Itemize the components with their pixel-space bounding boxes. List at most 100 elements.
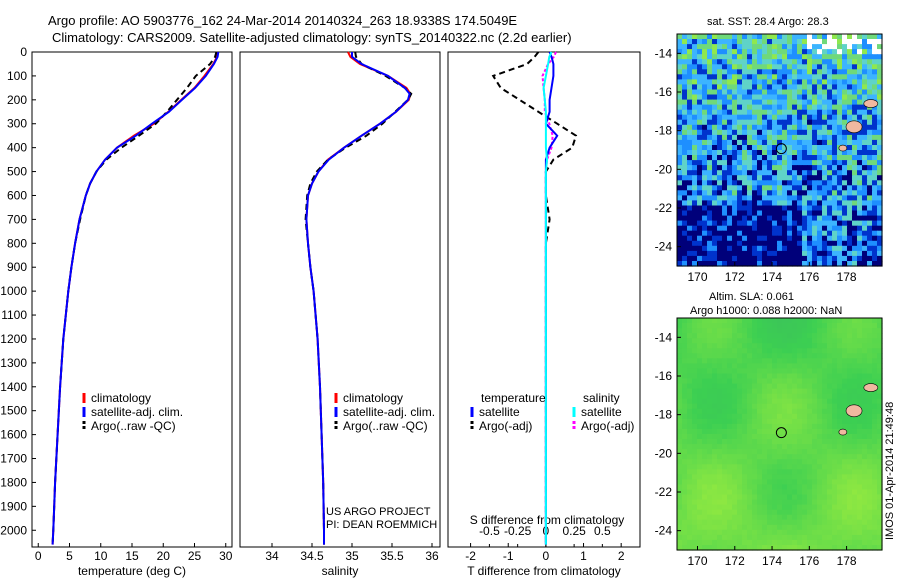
map-cell <box>822 318 828 324</box>
map-cell <box>852 175 858 181</box>
map-cell <box>852 210 858 217</box>
map-cell <box>802 261 808 267</box>
map-cell <box>812 124 818 131</box>
sst-map-title: sat. SST: 28.4 Argo: 28.3 <box>707 16 829 28</box>
map-cell <box>797 479 803 485</box>
map-cell <box>857 165 863 171</box>
map-cell <box>742 383 748 390</box>
map-cell <box>742 519 748 526</box>
map-cell <box>852 318 858 324</box>
map-cell <box>712 235 718 242</box>
map-cell <box>842 99 848 106</box>
map-cell <box>742 230 748 237</box>
map-cell <box>697 124 703 131</box>
map-cell <box>812 534 818 541</box>
y-tick-label: -20 <box>655 162 673 176</box>
map-cell <box>697 368 703 374</box>
map-cell <box>677 423 683 430</box>
map-cell <box>752 328 758 334</box>
map-cell <box>752 323 758 329</box>
map-cell <box>742 318 748 324</box>
map-cell <box>752 539 758 546</box>
map-cell <box>772 413 778 420</box>
map-cell <box>732 358 738 364</box>
map-cell <box>742 449 748 455</box>
map-cell <box>737 383 743 390</box>
map-cell <box>827 104 833 111</box>
map-cell <box>832 494 838 501</box>
map-cell <box>817 464 823 470</box>
map-cell <box>752 383 758 390</box>
map-cell <box>717 388 723 395</box>
map-cell <box>762 499 768 506</box>
map-cell <box>797 358 803 364</box>
map-cell <box>857 519 863 526</box>
map-cell <box>717 545 723 551</box>
map-cell <box>812 529 818 536</box>
map-cell <box>747 104 753 111</box>
map-cell <box>687 529 693 536</box>
map-cell <box>692 408 698 415</box>
map-cell <box>872 539 878 546</box>
map-cell <box>842 250 848 257</box>
map-cell <box>687 494 693 501</box>
map-cell <box>702 119 708 126</box>
map-cell <box>827 64 833 70</box>
map-cell <box>792 408 798 415</box>
map-cell <box>777 34 783 40</box>
map-cell <box>797 363 803 369</box>
map-cell <box>877 373 883 380</box>
map-cell <box>822 489 828 496</box>
map-cell <box>732 235 738 242</box>
map-cell <box>707 39 713 45</box>
map-cell <box>692 398 698 405</box>
map-cell <box>797 240 803 247</box>
map-cell <box>677 69 683 75</box>
map-cell <box>787 69 793 75</box>
map-cell <box>837 464 843 470</box>
map-cell <box>842 225 848 232</box>
map-cell <box>812 368 818 374</box>
map-cell <box>852 353 858 359</box>
map-cell <box>762 119 768 126</box>
map-cell <box>812 393 818 400</box>
map-cell <box>692 165 698 171</box>
map-cell <box>872 59 878 65</box>
map-cell <box>817 499 823 506</box>
map-cell <box>862 175 868 181</box>
map-cell <box>687 89 693 96</box>
map-cell <box>722 109 728 116</box>
map-cell <box>707 160 713 166</box>
title-line-1: Argo profile: AO 5903776_162 24-Mar-2014… <box>48 13 518 28</box>
map-cell <box>702 509 708 516</box>
map-cell <box>852 160 858 166</box>
map-cell <box>797 373 803 380</box>
map-cell <box>757 134 763 141</box>
map-cell <box>687 423 693 430</box>
map-cell <box>857 64 863 70</box>
map-cell <box>797 225 803 232</box>
map-cell <box>727 403 733 410</box>
map-cell <box>682 429 688 435</box>
map-cell <box>762 200 768 206</box>
map-cell <box>777 398 783 405</box>
map-cell <box>727 64 733 70</box>
map-cell <box>722 439 728 445</box>
map-cell <box>742 34 748 40</box>
map-cell <box>802 363 808 369</box>
map-cell <box>812 413 818 420</box>
map-cell <box>872 328 878 334</box>
map-cell <box>877 484 883 490</box>
map-cell <box>867 499 873 506</box>
map-cell <box>867 114 873 121</box>
map-cell <box>842 388 848 395</box>
map-cell <box>837 225 843 232</box>
map-cell <box>712 220 718 227</box>
map-cell <box>862 479 868 485</box>
map-cell <box>877 545 883 551</box>
map-cell <box>842 489 848 496</box>
map-cell <box>762 225 768 232</box>
map-cell <box>802 413 808 420</box>
map-cell <box>712 160 718 166</box>
island-shape <box>838 428 848 436</box>
